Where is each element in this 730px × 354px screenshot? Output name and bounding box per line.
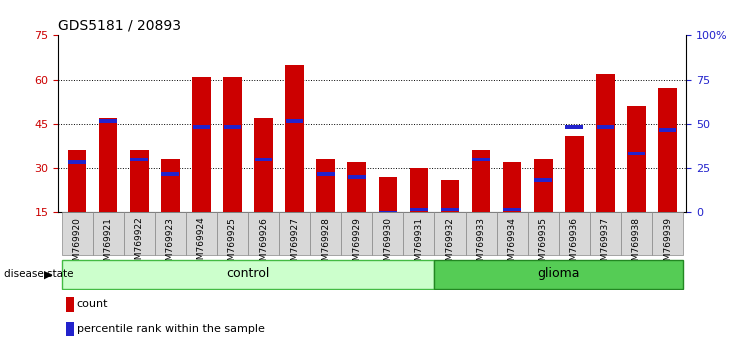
Text: GSM769932: GSM769932 [445,217,455,272]
Text: glioma: glioma [537,267,580,280]
Bar [155,212,186,255]
Bar [566,125,583,129]
Bar [161,159,180,212]
Text: GSM769923: GSM769923 [166,217,174,272]
Bar [496,212,528,255]
Text: GSM769926: GSM769926 [259,217,268,272]
Text: GSM769929: GSM769929 [353,217,361,272]
Text: GDS5181 / 20893: GDS5181 / 20893 [58,19,181,33]
Bar [503,208,521,211]
Bar [404,212,434,255]
Bar [248,212,279,255]
Bar [285,119,304,123]
Text: GSM769935: GSM769935 [539,217,548,272]
Bar [434,260,683,289]
Bar [186,212,217,255]
Bar [123,212,155,255]
Bar [628,152,645,155]
Bar [379,177,397,212]
Text: GSM769927: GSM769927 [290,217,299,272]
Bar [254,118,273,212]
Bar [466,212,496,255]
Text: GSM769939: GSM769939 [663,217,672,272]
Bar [590,212,621,255]
Bar [161,172,179,176]
Text: ▶: ▶ [44,269,53,279]
Text: percentile rank within the sample: percentile rank within the sample [77,324,264,334]
Bar [658,88,677,212]
Bar [434,212,466,255]
Text: GSM769934: GSM769934 [507,217,517,272]
Text: GSM769920: GSM769920 [72,217,82,272]
Text: GSM769928: GSM769928 [321,217,330,272]
Bar [534,159,553,212]
Bar [503,162,521,212]
Text: GSM769937: GSM769937 [601,217,610,272]
Bar [528,212,558,255]
Text: count: count [77,299,108,309]
Bar [596,125,614,129]
Bar [534,178,552,182]
Text: GSM769925: GSM769925 [228,217,237,272]
Bar [255,158,272,161]
Bar [317,172,334,176]
Bar [347,162,366,212]
Bar [68,150,86,212]
Bar [68,160,86,164]
Bar [99,118,118,212]
Bar [372,212,404,255]
Bar [565,136,584,212]
Bar [285,65,304,212]
Text: GSM769938: GSM769938 [632,217,641,272]
Bar [558,212,590,255]
Bar [279,212,310,255]
Text: GSM769924: GSM769924 [197,217,206,272]
Text: GSM769921: GSM769921 [104,217,112,272]
Bar [410,168,429,212]
Bar [316,159,335,212]
Bar [472,150,491,212]
Bar [348,175,366,179]
Bar [99,119,117,123]
Bar [310,212,341,255]
Text: GSM769936: GSM769936 [570,217,579,272]
Bar [441,180,459,212]
Bar [93,212,123,255]
Bar [621,212,652,255]
Text: GSM769922: GSM769922 [135,217,144,272]
Text: disease state: disease state [4,269,73,279]
Text: GSM769933: GSM769933 [477,217,485,272]
Bar [61,260,434,289]
Bar [223,77,242,212]
Text: control: control [226,267,269,280]
Bar [441,208,459,211]
Bar [192,77,211,212]
Text: GSM769930: GSM769930 [383,217,392,272]
Bar [658,128,677,132]
Bar [217,212,248,255]
Bar [130,150,148,212]
Bar [596,74,615,212]
Bar [410,208,428,211]
Bar [379,211,396,214]
Bar [61,212,93,255]
Bar [223,125,242,129]
Bar [652,212,683,255]
Bar [131,158,148,161]
Bar [472,158,490,161]
Text: GSM769931: GSM769931 [415,217,423,272]
Bar [627,106,646,212]
Bar [341,212,372,255]
Bar [193,125,210,129]
